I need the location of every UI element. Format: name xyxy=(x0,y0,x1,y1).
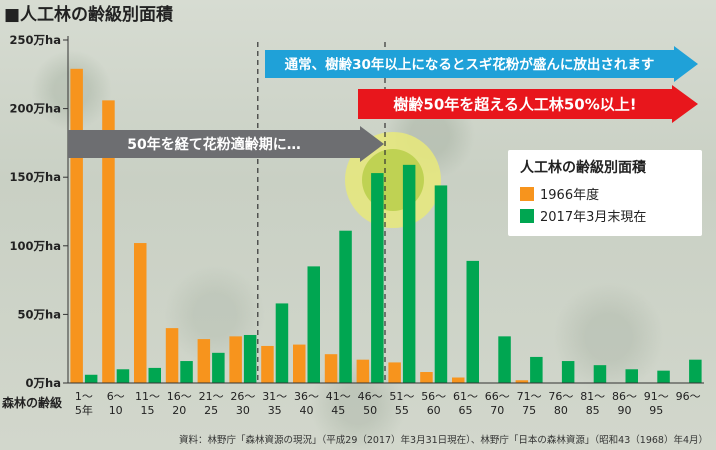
x-tick-label: 60 xyxy=(427,404,441,417)
x-tick-label: 90 xyxy=(618,404,632,417)
y-tick-label: 250万ha xyxy=(10,33,61,47)
x-tick-label: 71～ xyxy=(517,390,542,403)
y-tick-label: 150万ha xyxy=(10,170,61,184)
legend-swatch-orange xyxy=(520,186,534,201)
page-title: ■人工林の齢級別面積 xyxy=(4,5,174,25)
x-tick-label: 50 xyxy=(363,404,377,417)
x-tick-label: 46～ xyxy=(358,390,383,403)
x-tick-label: 16～ xyxy=(167,390,192,403)
y-tick-label: 0万ha xyxy=(26,376,61,390)
bar-2017 xyxy=(561,361,575,383)
bar-1966 xyxy=(324,354,338,383)
bar-2017 xyxy=(339,230,352,383)
bar-1966 xyxy=(452,377,465,383)
x-tick-label: 10 xyxy=(109,404,123,417)
bar-2017 xyxy=(275,303,289,383)
x-tick-label: 55 xyxy=(395,404,409,417)
x-tick-label: 66～ xyxy=(485,390,510,403)
x-tick-label: 31～ xyxy=(262,390,287,403)
x-tick-label: 21～ xyxy=(199,390,224,403)
legend-label-1966: 1966年度 xyxy=(540,188,600,203)
bar-1966 xyxy=(229,336,242,383)
gray-arrow-label: 50年を経て花粉適齢期に… xyxy=(127,136,300,153)
x-tick-label: 25 xyxy=(204,404,218,417)
bar-2017 xyxy=(689,359,702,383)
x-tick-label: 76～ xyxy=(548,390,573,403)
bar-1966 xyxy=(356,359,370,383)
y-tick-label: 50万ha xyxy=(18,307,61,321)
x-tick-label: 5年 xyxy=(75,403,93,417)
bar-2017 xyxy=(212,352,225,383)
bar-1966 xyxy=(515,380,529,383)
x-tick-label: 45 xyxy=(331,404,345,417)
bar-2017 xyxy=(116,369,130,383)
x-tick-label: 75 xyxy=(522,404,536,417)
bar-1966 xyxy=(134,243,147,383)
bar-2017 xyxy=(148,367,161,383)
legend-item-2017: 2017年3月末現在 xyxy=(520,206,646,225)
legend-title: 人工林の齢級別面積 xyxy=(520,160,646,176)
bar-1966 xyxy=(388,362,401,383)
bar-1966 xyxy=(420,372,433,383)
legend-label-2017: 2017年3月末現在 xyxy=(540,210,647,225)
x-tick-label: 6～ xyxy=(107,390,125,403)
x-tick-label: 91～ xyxy=(644,390,669,403)
bar-2017 xyxy=(530,356,543,383)
x-tick-label: 26～ xyxy=(230,390,255,403)
x-tick-label: 20 xyxy=(172,404,186,417)
x-tick-label: 36～ xyxy=(294,390,319,403)
bar-2017 xyxy=(307,266,320,383)
bar-2017 xyxy=(498,336,511,383)
bar-2017 xyxy=(625,369,638,383)
bar-2017 xyxy=(466,260,479,383)
blue-arrow xyxy=(265,46,698,82)
x-tick-label: 56～ xyxy=(421,390,446,403)
bar-2017 xyxy=(243,334,257,383)
bar-1966 xyxy=(102,100,115,384)
legend-swatch-green xyxy=(520,208,534,223)
bar-1966 xyxy=(197,339,211,383)
red-arrow-label: 樹齢50年を超える人工林50%以上! xyxy=(393,95,636,113)
gray-arrow xyxy=(68,126,384,162)
x-tick-label: 40 xyxy=(300,404,314,417)
x-axis-name: 森林の齢級 xyxy=(2,396,63,410)
source-note: 資料：林野庁「森林資源の現況」（平成29（2017）年3月31日現在）、林野庁「… xyxy=(179,435,708,446)
legend: 人工林の齢級別面積 1966年度 2017年3月末現在 xyxy=(508,150,702,236)
x-tick-label: 41～ xyxy=(326,390,351,403)
red-arrow xyxy=(358,85,698,123)
bar-1966 xyxy=(293,344,306,383)
bar-2017 xyxy=(434,185,448,383)
y-tick-label: 200万ha xyxy=(10,102,61,116)
bar-2017 xyxy=(180,361,193,383)
bar-1966 xyxy=(165,328,179,383)
bar-2017 xyxy=(371,173,384,383)
x-tick-label: 65 xyxy=(459,404,473,417)
x-tick-label: 81～ xyxy=(580,390,605,403)
bar-2017 xyxy=(657,370,670,383)
legend-item-1966: 1966年度 xyxy=(520,184,599,203)
bar-2017 xyxy=(593,365,607,383)
x-tick-label: 15 xyxy=(141,404,155,417)
x-tick-label: 35 xyxy=(268,404,282,417)
x-tick-label: 11～ xyxy=(135,390,160,403)
bar-2017 xyxy=(84,374,98,383)
bar-1966 xyxy=(70,68,83,383)
x-tick-label: 30 xyxy=(236,404,250,417)
x-tick-label: 95 xyxy=(649,404,663,417)
x-tick-label: 80 xyxy=(554,404,568,417)
x-tick-label: 70 xyxy=(490,404,504,417)
y-tick-label: 100万ha xyxy=(10,239,61,253)
blue-arrow-label: 通常、樹齢30年以上になるとスギ花粉が盛んに放出されます xyxy=(285,56,655,73)
x-tick-label: 1～ xyxy=(75,390,93,403)
x-tick-label: 86～ xyxy=(612,390,637,403)
x-tick-label: 85 xyxy=(586,404,600,417)
x-tick-label: 61～ xyxy=(453,390,478,403)
x-tick-label: 96～ xyxy=(676,390,701,403)
bar-2017 xyxy=(402,164,416,383)
bar-1966 xyxy=(261,345,274,383)
x-tick-label: 51～ xyxy=(389,390,414,403)
